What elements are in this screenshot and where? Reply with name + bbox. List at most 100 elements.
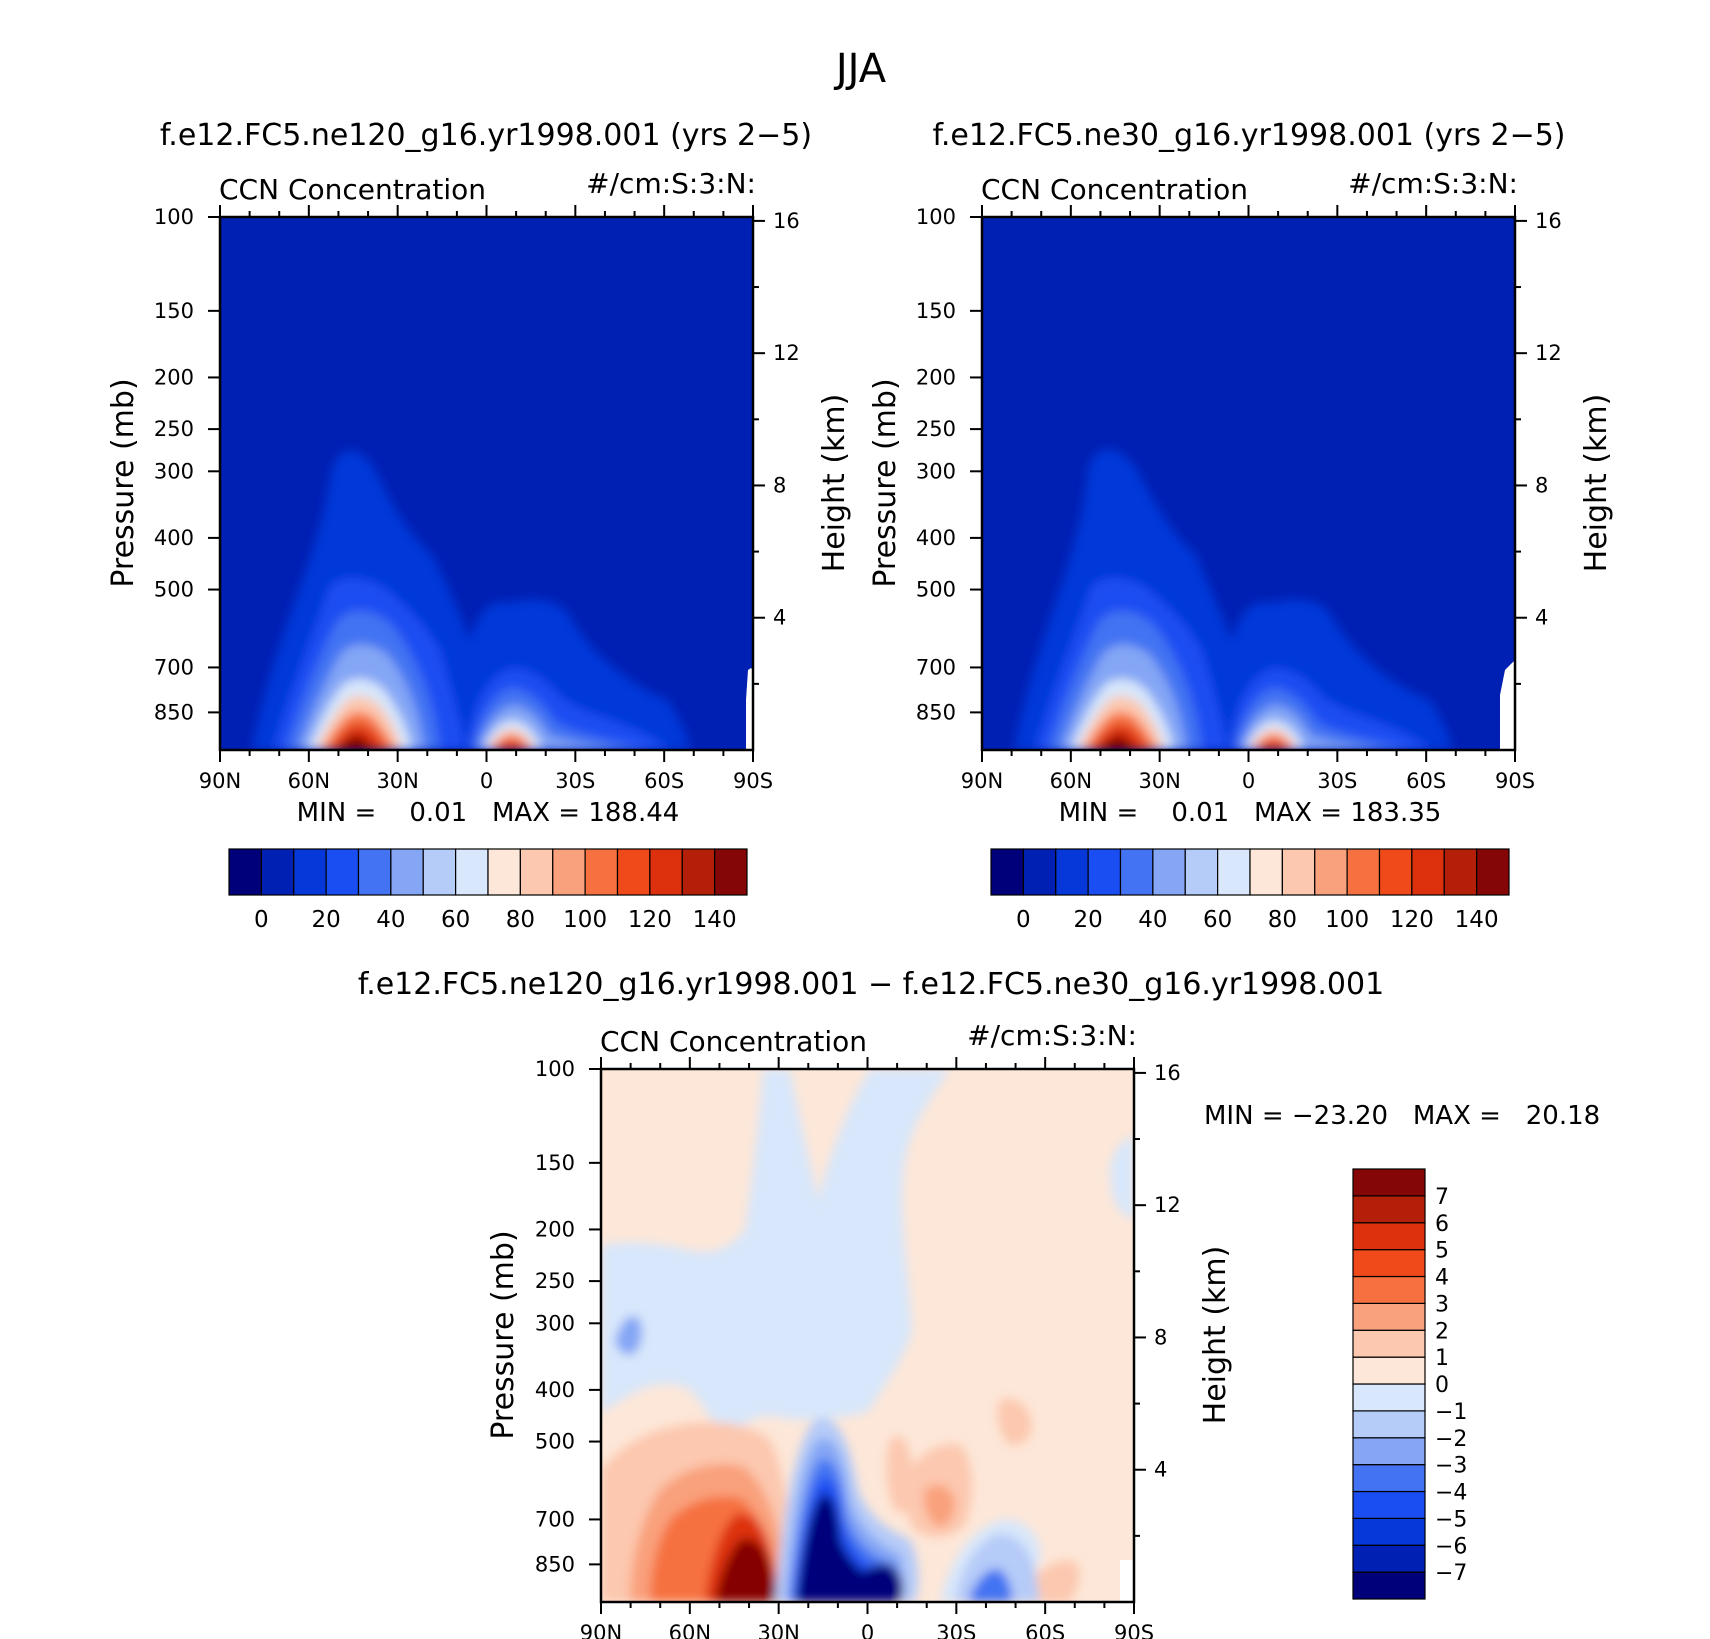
y2-tick-label: 4 bbox=[773, 606, 786, 630]
colorbar-swatch bbox=[1346, 848, 1381, 896]
colorbar-swatch bbox=[357, 848, 392, 896]
x-tick-label: 90N bbox=[199, 769, 241, 793]
colorbar-label: −1 bbox=[1435, 1400, 1467, 1425]
colorbar-swatch bbox=[1352, 1571, 1426, 1600]
colorbar-label: 4 bbox=[1435, 1266, 1449, 1291]
colorbar: 0 20 40 60 80 100 120 140 bbox=[990, 848, 1510, 933]
colorbar-swatch bbox=[1152, 848, 1186, 896]
colorbar-swatch bbox=[1352, 1464, 1426, 1493]
left-string: CCN Concentration bbox=[219, 173, 486, 206]
colorbar-swatch bbox=[1352, 1275, 1426, 1304]
colorbar-swatch bbox=[649, 848, 683, 896]
y-tick-label: 250 bbox=[535, 1269, 575, 1293]
x-tick-label: 60S bbox=[1025, 1621, 1065, 1639]
colorbar-label: 140 bbox=[1455, 907, 1499, 933]
y2-tick-label: 16 bbox=[1154, 1061, 1181, 1085]
panel-ne30: f.e12.FC5.ne30_g16.yr1998.001 (yrs 2−5) … bbox=[868, 118, 1614, 933]
colorbar-swatch bbox=[260, 848, 295, 896]
colorbar-label: 0 bbox=[1435, 1373, 1449, 1398]
colorbar-swatch bbox=[1352, 1329, 1426, 1358]
colorbar-swatch bbox=[1119, 848, 1154, 896]
colorbar-swatch bbox=[1352, 1356, 1426, 1385]
x-tick-label: 90N bbox=[961, 769, 1003, 793]
colorbar-swatch bbox=[1352, 1383, 1426, 1412]
colorbar-swatch bbox=[1055, 848, 1089, 896]
panel-title: f.e12.FC5.ne30_g16.yr1998.001 (yrs 2−5) bbox=[932, 118, 1565, 153]
colorbar: 0 20 40 60 80 100 120 140 bbox=[228, 848, 748, 933]
x-axis-ticks: 90N 60N 30N 0 30S 60S 90S bbox=[580, 1057, 1154, 1639]
x-tick-label: 30S bbox=[936, 1621, 976, 1639]
colorbar-swatch bbox=[681, 848, 716, 896]
colorbar-swatch bbox=[325, 848, 360, 896]
stats-text: MIN = 0.01 MAX = 183.35 bbox=[1059, 798, 1442, 828]
colorbar-swatch bbox=[293, 848, 327, 896]
colorbar-label: 0 bbox=[254, 907, 269, 933]
contour-field bbox=[220, 217, 753, 750]
y-axis-label: Pressure (mb) bbox=[868, 378, 903, 587]
y-tick-label: 100 bbox=[916, 205, 956, 229]
colorbar-swatch bbox=[519, 848, 554, 896]
colorbar-label: 3 bbox=[1435, 1292, 1449, 1317]
y2-axis-label: Height (km) bbox=[1579, 394, 1614, 573]
y-tick-label: 400 bbox=[916, 526, 956, 550]
colorbar-label: 0 bbox=[1016, 907, 1031, 933]
x-tick-label: 60N bbox=[669, 1621, 711, 1639]
colorbar-swatch bbox=[990, 848, 1024, 896]
y-axis-ticks: 100 150 200 250 300 400 500 700 850 bbox=[535, 1057, 601, 1576]
y-tick-label: 250 bbox=[154, 417, 194, 441]
panel-title: f.e12.FC5.ne120_g16.yr1998.001 (yrs 2−5) bbox=[160, 118, 812, 153]
colorbar-swatch bbox=[714, 848, 748, 896]
y2-tick-label: 12 bbox=[1154, 1193, 1181, 1217]
colorbar-swatch bbox=[1087, 848, 1122, 896]
units-string: #/cm:S:3:N: bbox=[1348, 167, 1518, 200]
y-axis-label: Pressure (mb) bbox=[486, 1230, 521, 1439]
y2-tick-label: 4 bbox=[1535, 606, 1548, 630]
colorbar-label: 80 bbox=[1268, 907, 1297, 933]
x-axis-ticks: 90N 60N 30N 0 30S 60S 90S bbox=[961, 205, 1535, 793]
colorbar-swatch bbox=[1352, 1195, 1426, 1224]
y-tick-label: 700 bbox=[154, 655, 194, 679]
colorbar-swatch bbox=[390, 848, 424, 896]
colorbar-label: −4 bbox=[1435, 1481, 1467, 1506]
colorbar-label: 120 bbox=[628, 907, 672, 933]
x-axis-ticks: 90N 60N 30N 0 30S 60S 90S bbox=[199, 205, 773, 793]
contour-field bbox=[601, 1069, 1134, 1602]
y-tick-label: 100 bbox=[535, 1057, 575, 1081]
y-tick-label: 300 bbox=[535, 1311, 575, 1335]
colorbar-swatch bbox=[1281, 848, 1316, 896]
colorbar-swatch bbox=[1184, 848, 1219, 896]
y2-tick-label: 12 bbox=[773, 341, 800, 365]
colorbar-swatch bbox=[487, 848, 521, 896]
y-tick-label: 200 bbox=[916, 365, 956, 389]
y-tick-label: 700 bbox=[535, 1507, 575, 1531]
x-tick-label: 90S bbox=[733, 769, 773, 793]
x-tick-label: 90S bbox=[1495, 769, 1535, 793]
x-tick-label: 30S bbox=[555, 769, 595, 793]
x-tick-label: 90N bbox=[580, 1621, 622, 1639]
colorbar-swatch bbox=[1352, 1437, 1426, 1466]
colorbar-label: −7 bbox=[1435, 1561, 1467, 1586]
colorbar-swatch bbox=[455, 848, 489, 896]
y-tick-label: 300 bbox=[154, 459, 194, 483]
y-tick-label: 300 bbox=[916, 459, 956, 483]
x-tick-label: 60S bbox=[644, 769, 684, 793]
y-tick-label: 250 bbox=[916, 417, 956, 441]
y-tick-label: 850 bbox=[535, 1552, 575, 1576]
colorbar-label: 100 bbox=[1325, 907, 1369, 933]
figure-title: JJA bbox=[833, 46, 887, 92]
y2-tick-label: 4 bbox=[1154, 1458, 1167, 1482]
colorbar-swatch bbox=[1022, 848, 1057, 896]
y2-tick-label: 8 bbox=[1154, 1325, 1167, 1349]
y-tick-label: 400 bbox=[154, 526, 194, 550]
colorbar-label: −5 bbox=[1435, 1507, 1467, 1532]
x-tick-label: 60S bbox=[1406, 769, 1446, 793]
x-tick-label: 0 bbox=[1242, 769, 1255, 793]
x-tick-label: 60N bbox=[1050, 769, 1092, 793]
colorbar-swatch bbox=[1378, 848, 1413, 896]
y-tick-label: 400 bbox=[535, 1378, 575, 1402]
colorbar-swatch bbox=[1352, 1410, 1426, 1439]
colorbar-swatch bbox=[1352, 1302, 1426, 1331]
y-tick-label: 500 bbox=[535, 1430, 575, 1454]
